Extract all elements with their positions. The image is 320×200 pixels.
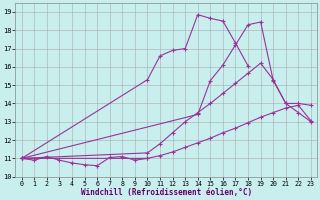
X-axis label: Windchill (Refroidissement éolien,°C): Windchill (Refroidissement éolien,°C): [81, 188, 252, 197]
